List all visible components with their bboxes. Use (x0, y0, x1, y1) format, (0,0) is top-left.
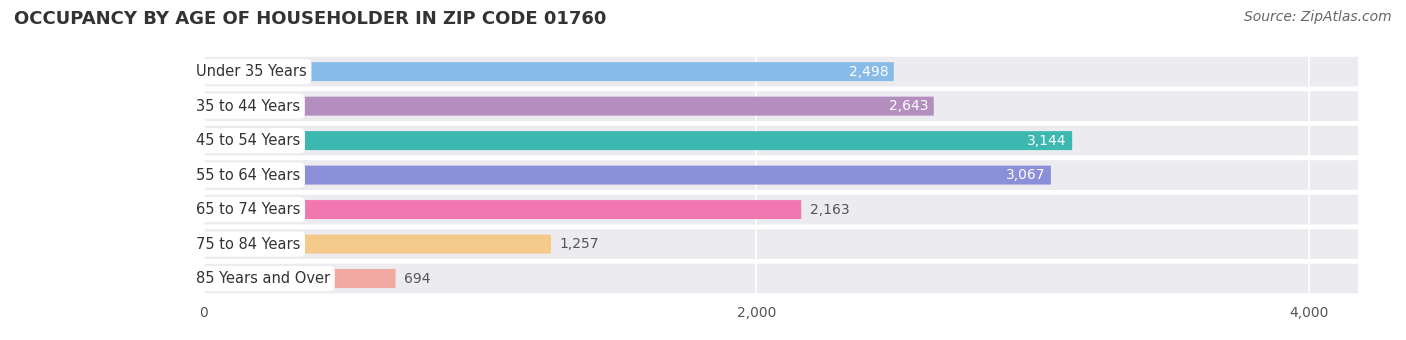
Text: 85 Years and Over: 85 Years and Over (195, 271, 330, 286)
FancyBboxPatch shape (204, 200, 801, 219)
FancyBboxPatch shape (204, 229, 1358, 259)
Text: Under 35 Years: Under 35 Years (195, 64, 307, 79)
FancyBboxPatch shape (204, 97, 934, 116)
FancyBboxPatch shape (204, 195, 1358, 224)
Text: 65 to 74 Years: 65 to 74 Years (195, 202, 299, 217)
Text: 45 to 54 Years: 45 to 54 Years (195, 133, 299, 148)
Text: 2,163: 2,163 (810, 203, 849, 217)
Text: 694: 694 (404, 272, 430, 286)
FancyBboxPatch shape (204, 269, 395, 288)
Text: 35 to 44 Years: 35 to 44 Years (195, 99, 299, 114)
Text: 2,643: 2,643 (889, 99, 928, 113)
Text: 2,498: 2,498 (849, 65, 889, 79)
Text: 3,144: 3,144 (1028, 134, 1067, 148)
FancyBboxPatch shape (204, 62, 894, 81)
Text: 1,257: 1,257 (560, 237, 599, 251)
FancyBboxPatch shape (204, 166, 1050, 185)
FancyBboxPatch shape (204, 160, 1358, 190)
FancyBboxPatch shape (204, 264, 1358, 293)
FancyBboxPatch shape (204, 235, 551, 254)
FancyBboxPatch shape (204, 57, 1358, 86)
FancyBboxPatch shape (204, 131, 1073, 150)
Text: OCCUPANCY BY AGE OF HOUSEHOLDER IN ZIP CODE 01760: OCCUPANCY BY AGE OF HOUSEHOLDER IN ZIP C… (14, 10, 606, 28)
Text: 55 to 64 Years: 55 to 64 Years (195, 168, 299, 183)
Text: Source: ZipAtlas.com: Source: ZipAtlas.com (1244, 10, 1392, 24)
Text: 75 to 84 Years: 75 to 84 Years (195, 237, 299, 252)
FancyBboxPatch shape (204, 91, 1358, 121)
Text: 3,067: 3,067 (1005, 168, 1046, 182)
FancyBboxPatch shape (204, 126, 1358, 155)
